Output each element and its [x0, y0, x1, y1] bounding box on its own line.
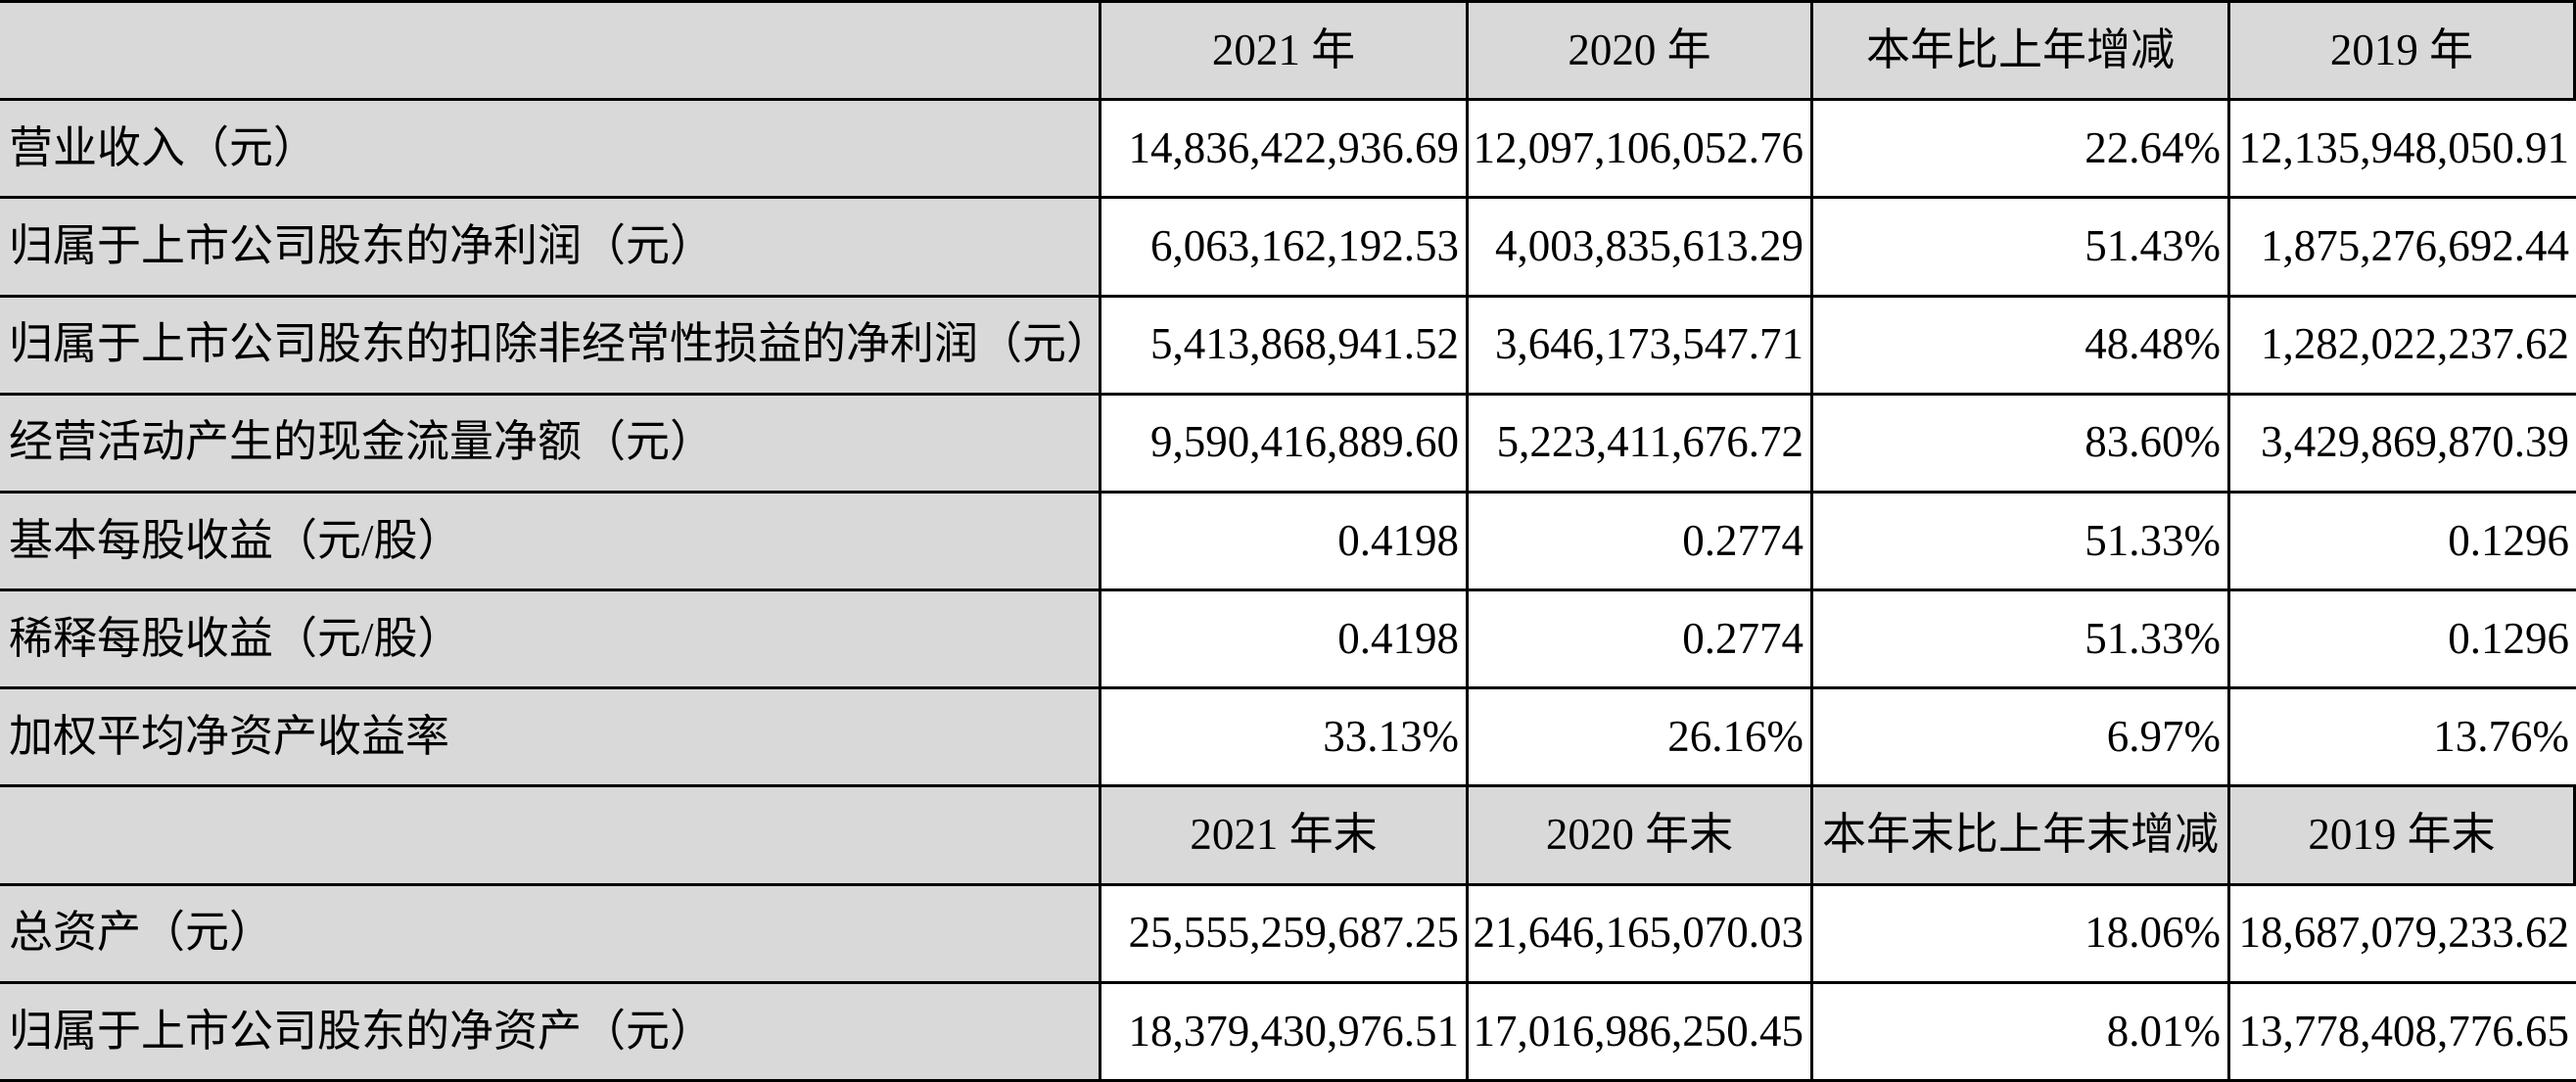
header-cell-2019-year-end: 2019 年末	[2230, 787, 2576, 886]
value-2019: 13,778,408,776.65	[2230, 983, 2576, 1082]
row-label: 加权平均净资产收益率	[0, 689, 1101, 788]
value-2020: 5,223,411,676.72	[1469, 395, 1813, 494]
value-2021: 33.13%	[1101, 689, 1469, 788]
value-change: 8.01%	[1813, 983, 2230, 1082]
value-2021: 0.4198	[1101, 591, 1469, 690]
header-cell-blank	[0, 3, 1101, 102]
value-2019: 1,282,022,237.62	[2230, 297, 2576, 396]
value-2021: 9,590,416,889.60	[1101, 395, 1469, 494]
value-change: 22.64%	[1813, 101, 2230, 200]
value-2019: 0.1296	[2230, 493, 2576, 592]
row-label: 经营活动产生的现金流量净额（元）	[0, 395, 1101, 494]
value-2020: 3,646,173,547.71	[1469, 297, 1813, 396]
value-2019: 3,429,869,870.39	[2230, 395, 2576, 494]
header-cell-2021-year-end: 2021 年末	[1101, 787, 1469, 886]
value-2020: 0.2774	[1469, 591, 1813, 690]
header-cell-2021: 2021 年	[1101, 3, 1469, 102]
value-2019: 1,875,276,692.44	[2230, 199, 2576, 298]
header-cell-2019: 2019 年	[2230, 3, 2576, 102]
value-change: 51.33%	[1813, 591, 2230, 690]
value-2020: 17,016,986,250.45	[1469, 983, 1813, 1082]
value-2021: 6,063,162,192.53	[1101, 199, 1469, 298]
value-2021: 0.4198	[1101, 493, 1469, 592]
value-2021: 5,413,868,941.52	[1101, 297, 1469, 396]
value-2020: 4,003,835,613.29	[1469, 199, 1813, 298]
value-2019: 18,687,079,233.62	[2230, 885, 2576, 984]
value-2020: 12,097,106,052.76	[1469, 101, 1813, 200]
row-label: 总资产（元）	[0, 885, 1101, 984]
row-label: 归属于上市公司股东的扣除非经常性损益的净利润（元）	[0, 297, 1101, 396]
row-label: 稀释每股收益（元/股）	[0, 591, 1101, 690]
value-2019: 0.1296	[2230, 591, 2576, 690]
header-cell-year-end-change: 本年末比上年末增减	[1813, 787, 2230, 886]
value-2020: 26.16%	[1469, 689, 1813, 788]
value-2020: 0.2774	[1469, 493, 1813, 592]
row-label: 归属于上市公司股东的净利润（元）	[0, 199, 1101, 298]
value-change: 83.60%	[1813, 395, 2230, 494]
value-2020: 21,646,165,070.03	[1469, 885, 1813, 984]
header-cell-2020-year-end: 2020 年末	[1469, 787, 1813, 886]
value-2021: 25,555,259,687.25	[1101, 885, 1469, 984]
value-change: 18.06%	[1813, 885, 2230, 984]
value-2019: 13.76%	[2230, 689, 2576, 788]
value-change: 51.43%	[1813, 199, 2230, 298]
header-cell-2020: 2020 年	[1469, 3, 1813, 102]
value-2021: 14,836,422,936.69	[1101, 101, 1469, 200]
row-label: 基本每股收益（元/股）	[0, 493, 1101, 592]
header-cell-yoy-change: 本年比上年增减	[1813, 3, 2230, 102]
value-change: 6.97%	[1813, 689, 2230, 788]
row-label: 归属于上市公司股东的净资产（元）	[0, 983, 1101, 1082]
row-label: 营业收入（元）	[0, 101, 1101, 200]
value-2019: 12,135,948,050.91	[2230, 101, 2576, 200]
value-change: 48.48%	[1813, 297, 2230, 396]
value-change: 51.33%	[1813, 493, 2230, 592]
header-cell-blank	[0, 787, 1101, 886]
value-2021: 18,379,430,976.51	[1101, 983, 1469, 1082]
